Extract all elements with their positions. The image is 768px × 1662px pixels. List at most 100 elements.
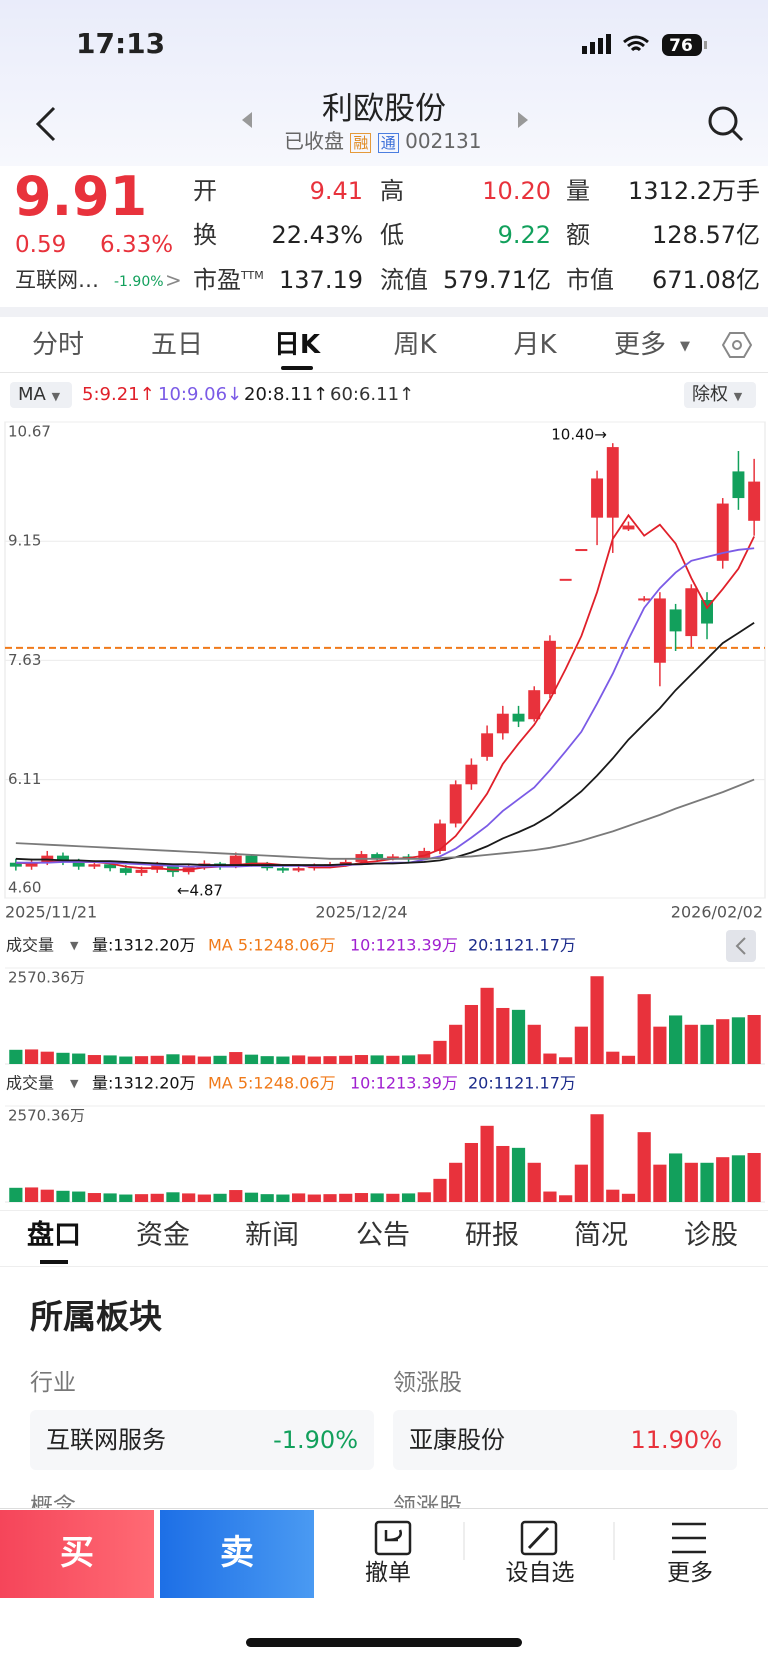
y-tick-label: 6.11 <box>8 770 41 788</box>
volume-bar <box>119 1056 133 1064</box>
info-tab[interactable]: 新闻 <box>245 1220 299 1251</box>
tab-underline <box>40 1260 68 1264</box>
chart-tab[interactable]: 更多 <box>613 330 666 360</box>
buy-button[interactable] <box>0 1510 154 1598</box>
ma-item: 60:6.11↑ <box>330 384 415 405</box>
divider <box>0 1266 768 1267</box>
info-tab[interactable]: 简况 <box>574 1220 628 1251</box>
candle-body <box>653 598 666 663</box>
volume-bar <box>244 1054 259 1064</box>
volume-bar <box>276 1056 290 1064</box>
info-tab[interactable]: 盘口 <box>27 1220 81 1251</box>
volume-bar <box>716 1157 730 1202</box>
volume-bar <box>511 1147 526 1202</box>
x-tick-label: 2025/11/21 <box>5 903 97 922</box>
volume-bar <box>150 1193 164 1202</box>
market-status: 已收盘 <box>284 129 344 153</box>
volume-bar <box>87 1055 101 1064</box>
candle-body <box>716 503 729 561</box>
field-label: 市盈TTM <box>193 268 264 292</box>
settings-button[interactable] <box>722 330 752 360</box>
volume-bar <box>354 1055 369 1064</box>
ma-line <box>15 513 755 871</box>
switch-arrows[interactable] <box>238 110 538 130</box>
volume-bar <box>684 1162 698 1202</box>
field-value: 579.71亿 <box>443 266 551 294</box>
volume-bar <box>56 1052 70 1064</box>
divider <box>0 372 768 373</box>
volume-bar <box>134 1194 149 1202</box>
volume-bar <box>24 1049 39 1064</box>
y-tick-label: 10.67 <box>8 423 51 441</box>
volume-bar <box>511 1009 526 1064</box>
volume-bar <box>731 1155 746 1202</box>
volume-bar <box>480 1125 494 1202</box>
industry-change: -1.90% <box>273 1426 358 1454</box>
volume-bar <box>40 1051 54 1064</box>
volume-bar <box>590 1114 604 1202</box>
stock-name: 利欧股份 <box>322 91 446 127</box>
ma-item: 20:8.11↑ <box>244 384 329 405</box>
volume-bar <box>621 1193 636 1202</box>
change-pct: 6.33% <box>100 232 174 258</box>
caret: ▼ <box>70 939 79 952</box>
info-tab[interactable]: 研报 <box>465 1220 519 1251</box>
volume-ma-label: MA 5:1248.06万 <box>208 936 336 955</box>
candle-body <box>528 690 541 720</box>
volume-bar <box>527 1162 541 1202</box>
high-annotation: 10.40→ <box>551 426 607 444</box>
ma-line <box>15 778 755 860</box>
price: 9.91 <box>14 165 148 228</box>
action-item[interactable]: 更多 <box>667 1560 713 1586</box>
indicator-select[interactable] <box>10 382 72 408</box>
candle-body <box>135 869 148 873</box>
candle-body <box>591 478 604 518</box>
home-indicator <box>246 1638 522 1647</box>
volume-bar <box>292 1193 306 1202</box>
candle-body <box>119 868 132 873</box>
adjust-select[interactable] <box>684 382 756 408</box>
candle-body <box>559 578 572 581</box>
volume-bar <box>543 1191 557 1202</box>
stock-sub: 已收盘 融 通 002131 <box>284 129 481 153</box>
volume-bar <box>307 1056 321 1064</box>
action-item[interactable]: 设自选 <box>505 1560 575 1586</box>
chart-tab[interactable]: 周K <box>393 330 437 360</box>
action-icons <box>374 1520 706 1560</box>
volume-bar <box>323 1194 337 1202</box>
candle-body <box>9 862 22 867</box>
info-tab[interactable]: 诊股 <box>684 1220 738 1251</box>
volume-bar <box>747 1014 761 1064</box>
volume-bar <box>496 1007 510 1064</box>
volume-bar <box>527 1024 541 1064</box>
field-label: 额 <box>566 221 590 249</box>
volume-bar <box>166 1192 180 1202</box>
chart-tab[interactable]: 分时 <box>31 330 84 360</box>
tab-underline <box>281 366 313 370</box>
volume-bar <box>574 1164 588 1202</box>
volume-summary: 量:1312.20万 <box>92 936 196 955</box>
chart-tab[interactable]: 日K <box>273 330 321 360</box>
info-tab[interactable]: 公告 <box>356 1220 410 1251</box>
info-tab[interactable]: 资金 <box>136 1220 190 1251</box>
search-button[interactable] <box>706 104 746 144</box>
volume-bar <box>653 1164 667 1202</box>
volume-bar <box>276 1194 290 1202</box>
back-button[interactable] <box>30 104 60 144</box>
chart-tab[interactable]: 月K <box>513 330 557 360</box>
leader-card[interactable] <box>393 1410 737 1470</box>
header-bg <box>0 0 768 166</box>
collapse-button[interactable] <box>726 930 756 962</box>
time: 17:13 <box>76 27 166 60</box>
volume-bar <box>449 1024 463 1064</box>
volume-bar <box>684 1024 698 1064</box>
volume-bar <box>559 1057 573 1064</box>
sell-button[interactable] <box>160 1510 314 1598</box>
industry-card[interactable] <box>30 1410 374 1470</box>
action-item[interactable]: 撤单 <box>365 1560 411 1586</box>
chart-tab[interactable]: 五日 <box>150 330 203 360</box>
badge: 融 <box>350 133 372 153</box>
battery: 76 <box>669 36 693 56</box>
candle-body <box>481 733 494 757</box>
